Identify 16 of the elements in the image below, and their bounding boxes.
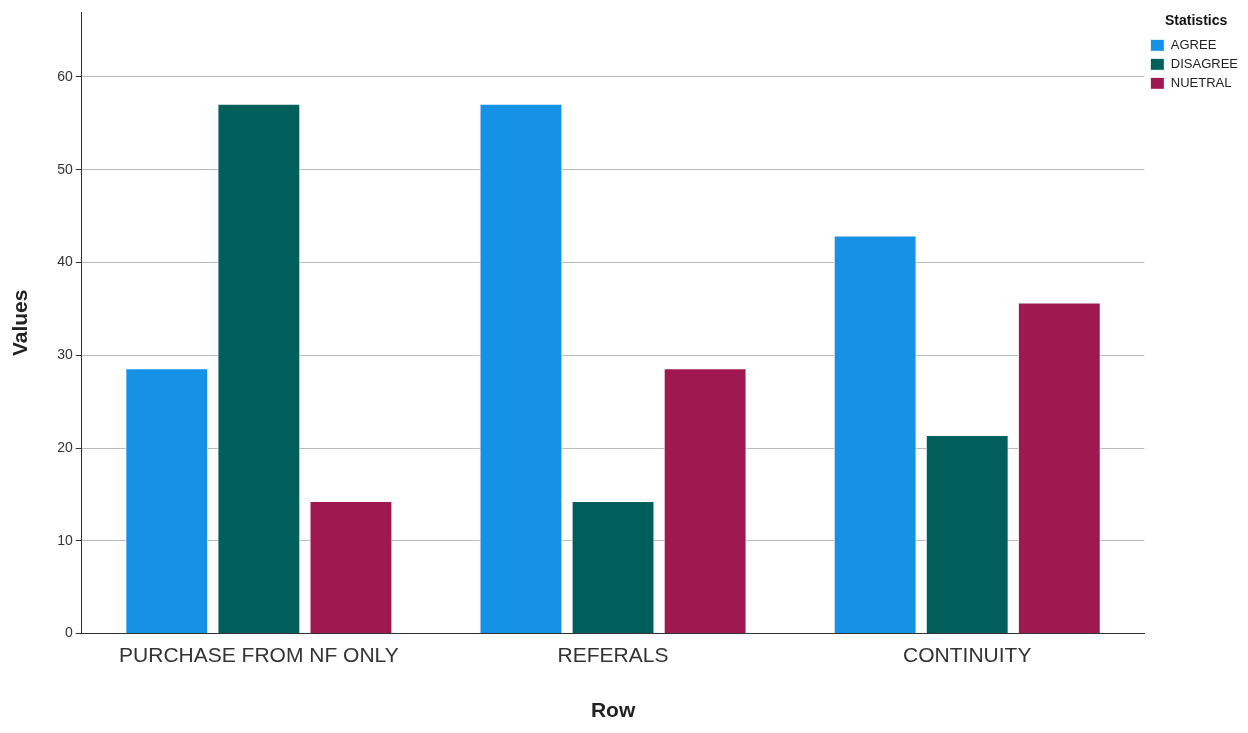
y-tick-label: 10 — [57, 531, 73, 548]
y-axis-title: Values — [8, 289, 32, 357]
y-tick-label: 40 — [57, 253, 73, 270]
y-tick-label: 60 — [57, 67, 73, 84]
y-tick-label: 50 — [57, 160, 73, 177]
legend-label: AGREE — [1170, 36, 1217, 52]
legend-label: NUETRAL — [1170, 74, 1232, 90]
legend-title: Statistics — [1165, 11, 1228, 28]
y-tick-label: 20 — [57, 438, 73, 455]
x-tick-label: PURCHASE FROM NF ONLY — [119, 643, 399, 666]
y-tick-label: 0 — [64, 624, 73, 641]
x-tick-label: REFERALS — [557, 643, 669, 666]
y-tick-label: 30 — [57, 346, 73, 363]
legend-label: DISAGREE — [1170, 55, 1239, 71]
x-tick-label: CONTINUITY — [903, 643, 1032, 666]
x-axis-title: Row — [590, 698, 636, 722]
